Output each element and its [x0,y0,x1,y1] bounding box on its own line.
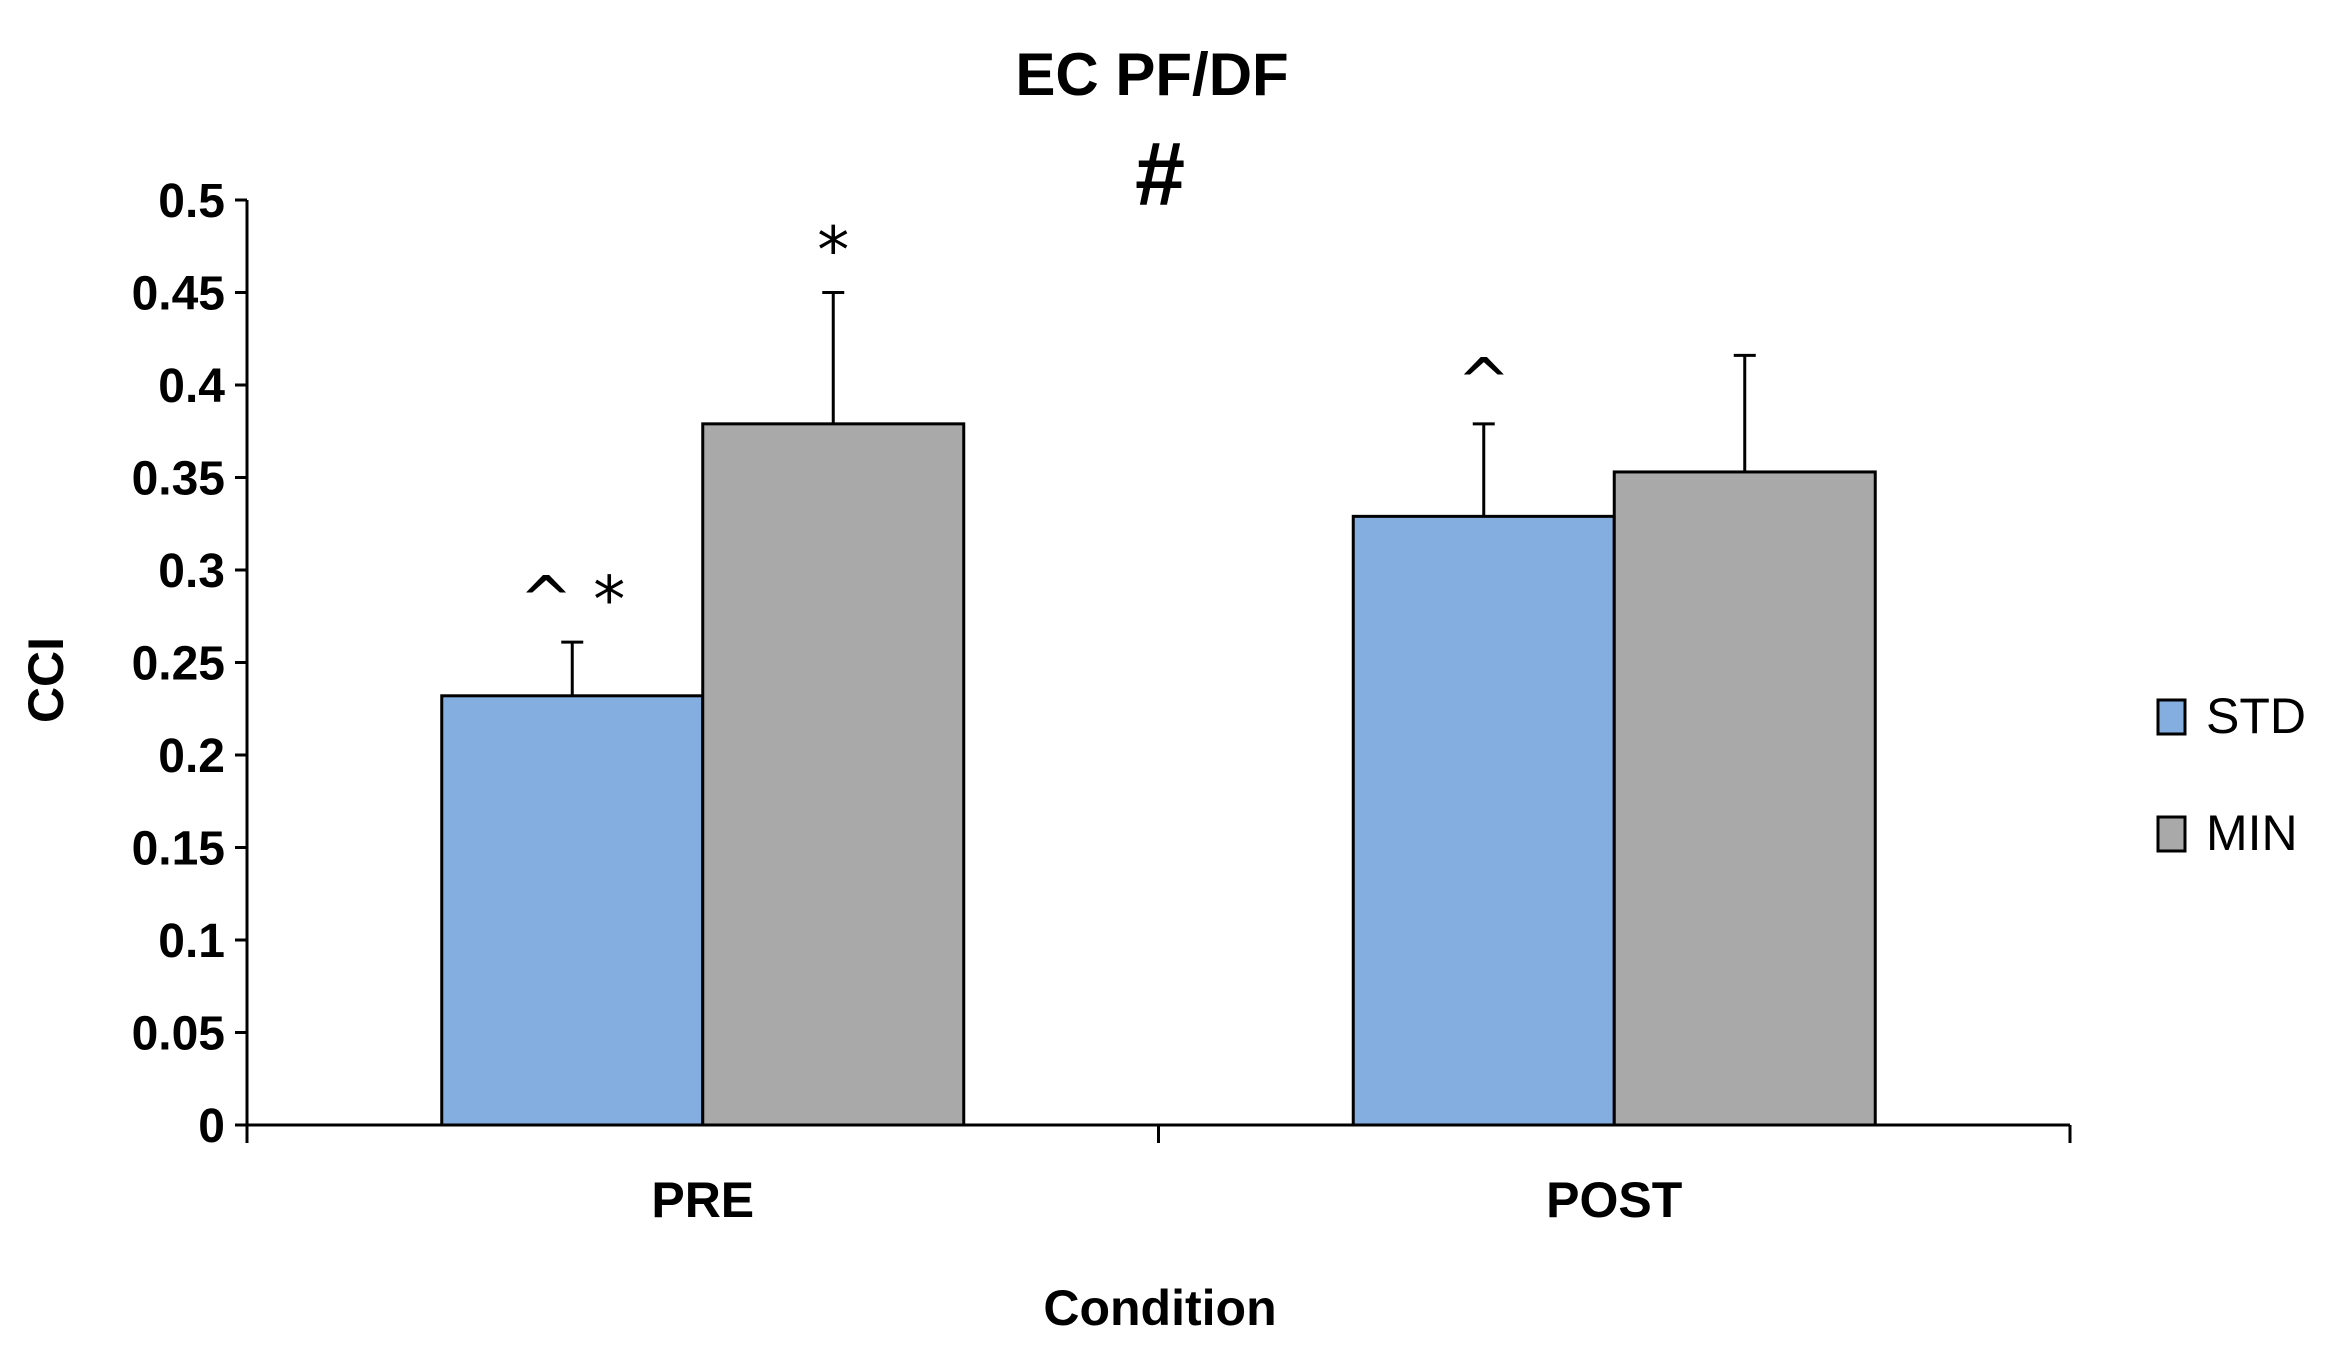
y-axis-label: CCI [18,637,74,723]
x-axis-label: Condition [1043,1280,1276,1336]
y-tick-label: 0.4 [158,360,225,413]
x-tick-label: POST [1546,1172,1682,1228]
y-tick-label: 0.05 [132,1008,225,1061]
x-tick-label: PRE [651,1172,754,1228]
chart-title: EC PF/DF [1015,41,1288,108]
significance-annotation: ^ * [519,564,625,638]
bar [701,422,966,1127]
y-tick-label: 0.35 [132,453,225,506]
y-tick-label: 0.5 [158,175,225,228]
plot-area: 0 0.05 0.1 0.15 0.2 0.25 0.3 0.35 0.4 0.45 0.5 PRE ^… [132,175,2072,1228]
bar [1351,514,1616,1127]
legend: STD MIN [2156,688,2306,861]
chart-title-significance-mark: # [1135,125,1185,225]
legend-label: MIN [2206,805,2298,861]
y-tick-label: 0.3 [158,545,225,598]
legend-label: STD [2206,688,2306,744]
y-tick-label: 0.1 [158,915,225,968]
y-tick-label: 0.15 [132,823,225,876]
y-tick-label: 0.25 [132,638,225,691]
legend-swatch [2156,815,2187,853]
significance-annotation: * [817,215,849,289]
significance-annotation: ^ [1457,346,1511,420]
y-tick-label: 0 [198,1100,225,1153]
y-tick-label: 0.2 [158,730,225,783]
bar [1612,470,1877,1127]
y-tick-label: 0.45 [132,268,225,321]
bar [440,694,705,1127]
legend-swatch [2156,698,2187,736]
